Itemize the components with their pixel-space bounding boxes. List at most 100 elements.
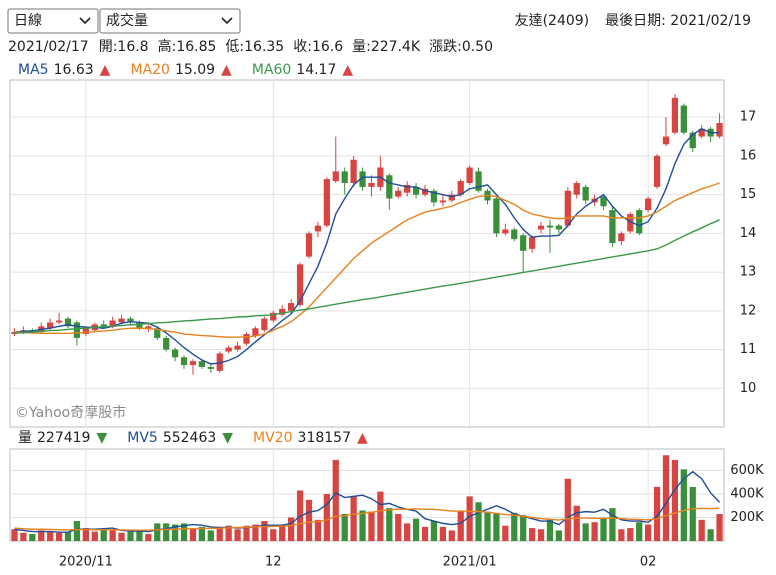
volume-panel bbox=[9, 448, 725, 542]
select-text[interactable]: 日線 bbox=[14, 13, 42, 29]
volume-bar bbox=[421, 526, 429, 541]
candle-body bbox=[234, 345, 241, 350]
candle-body bbox=[716, 122, 723, 137]
volume-bar bbox=[73, 521, 81, 541]
volume-bar bbox=[55, 532, 63, 541]
volume-bar bbox=[564, 478, 571, 541]
candle-body bbox=[520, 235, 527, 251]
x-tick-label: 12 bbox=[265, 555, 282, 570]
info-value: 227.4K bbox=[371, 39, 421, 55]
volume-bar bbox=[359, 510, 366, 541]
candle-body bbox=[493, 198, 500, 234]
candle-body bbox=[395, 190, 402, 197]
select-text[interactable]: 成交量 bbox=[106, 12, 148, 29]
volume-bar bbox=[395, 513, 402, 541]
volume-bar bbox=[439, 526, 446, 541]
candle-body bbox=[198, 361, 206, 367]
volume-bar bbox=[582, 523, 589, 541]
legend-trend: ▲ bbox=[100, 62, 111, 78]
candle-body bbox=[537, 225, 545, 230]
volume-bar bbox=[493, 512, 500, 541]
volume-bar bbox=[180, 523, 188, 541]
candle-body bbox=[216, 353, 223, 371]
volume-bar bbox=[314, 519, 322, 541]
volume-bar bbox=[145, 533, 152, 541]
volume-bar bbox=[430, 521, 438, 541]
info-label: 量: bbox=[352, 39, 371, 55]
candle-body bbox=[439, 200, 446, 203]
volume-bar bbox=[136, 530, 143, 541]
volume-bar bbox=[288, 517, 295, 541]
y-tick-label: 14 bbox=[740, 226, 757, 241]
x-tick-label: 2020/11 bbox=[59, 555, 113, 570]
candle-body bbox=[386, 175, 393, 199]
volume-bar bbox=[38, 530, 45, 541]
candle-body bbox=[171, 349, 179, 358]
candle-body bbox=[55, 320, 63, 323]
candle-body bbox=[314, 225, 322, 232]
candle-body bbox=[305, 233, 313, 257]
volume-bar bbox=[698, 519, 705, 541]
candle-body bbox=[279, 308, 286, 315]
candle-body bbox=[564, 190, 571, 226]
volume-bar bbox=[332, 459, 339, 541]
candle-body bbox=[573, 183, 580, 195]
ma-line bbox=[14, 182, 720, 338]
volume-bar bbox=[109, 530, 116, 541]
candle-body bbox=[82, 328, 89, 335]
select-box[interactable] bbox=[7, 8, 99, 34]
volume-bar bbox=[412, 518, 420, 541]
y-tick-label: 600K bbox=[730, 463, 764, 478]
volume-bar bbox=[475, 502, 482, 541]
info-label: 漲跌: bbox=[429, 39, 462, 55]
volume-bar bbox=[163, 523, 170, 541]
volume-bar bbox=[171, 524, 179, 541]
candle-body bbox=[528, 237, 536, 249]
select-box[interactable] bbox=[99, 8, 241, 34]
y-tick-label: 11 bbox=[740, 342, 757, 357]
legend-trend: ▲ bbox=[357, 430, 368, 446]
candle-body bbox=[618, 233, 625, 242]
volume-bar bbox=[636, 522, 643, 541]
volume-bar bbox=[528, 528, 536, 541]
candle-body bbox=[154, 328, 161, 338]
volume-bar bbox=[225, 525, 232, 541]
volume-bar bbox=[252, 524, 259, 541]
candle-body bbox=[412, 186, 420, 195]
candle-body bbox=[73, 322, 81, 338]
volume-bar bbox=[11, 529, 18, 541]
info-label: 收: bbox=[293, 39, 312, 55]
ma-line bbox=[14, 219, 720, 334]
info-label: 開: bbox=[99, 39, 118, 55]
x-tick-label: 02 bbox=[640, 555, 657, 570]
volume-bar bbox=[546, 519, 554, 541]
volume-bar bbox=[100, 529, 107, 541]
candle-body bbox=[109, 320, 116, 327]
chevron bbox=[79, 17, 91, 25]
volume-bar bbox=[216, 528, 223, 541]
candle-body bbox=[323, 179, 330, 226]
volume-bar bbox=[448, 530, 455, 541]
candle-body bbox=[180, 357, 188, 366]
candle-body bbox=[502, 229, 509, 234]
y-tick-label: 12 bbox=[740, 303, 757, 318]
volume-bar bbox=[47, 531, 54, 541]
volume-bar bbox=[520, 515, 527, 541]
ma-line bbox=[14, 470, 721, 533]
period-select[interactable]: 日線 bbox=[7, 8, 99, 34]
volume-bar bbox=[502, 525, 509, 541]
y-tick-label: 13 bbox=[740, 265, 757, 280]
indicator-select[interactable]: 成交量 bbox=[99, 8, 241, 34]
candle-body bbox=[662, 136, 670, 145]
legend-name: MA60 bbox=[252, 62, 291, 78]
volume-bar bbox=[305, 499, 313, 541]
legend-name: MV20 bbox=[253, 430, 292, 446]
candle-body bbox=[145, 326, 152, 329]
volume-bar bbox=[127, 531, 134, 541]
volume-bar bbox=[386, 508, 393, 541]
y-tick-label: 17 bbox=[740, 110, 757, 125]
y-tick-label: 10 bbox=[740, 381, 757, 396]
info-value: 16.6 bbox=[312, 39, 343, 55]
volume-bar bbox=[627, 528, 634, 541]
